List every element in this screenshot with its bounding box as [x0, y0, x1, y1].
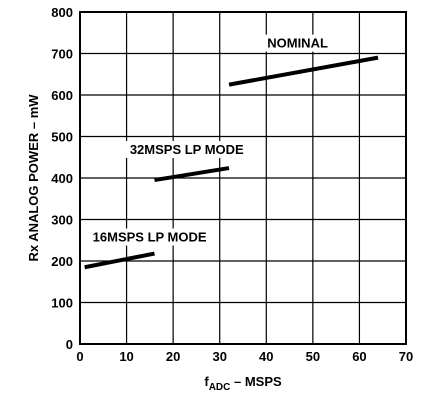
y-tick-label: 0 [66, 337, 73, 352]
x-tick-label: 70 [399, 349, 413, 364]
plot-frame [79, 11, 407, 345]
y-tick-label: 500 [51, 130, 73, 145]
x-axis-title-sub: ADC [209, 382, 231, 393]
series-label-nominal: NOMINAL [267, 36, 328, 51]
x-axis-title-main: f [204, 374, 209, 389]
x-axis-title-rest: – MSPS [230, 374, 282, 389]
x-tick-label: 30 [212, 349, 226, 364]
series-layer: NOMINAL 32MSPS LP MODE 16MSPS LP MODE [84, 34, 379, 270]
x-tick-label: 20 [166, 349, 180, 364]
series-label-bg [123, 141, 250, 159]
y-tick-label: 800 [51, 5, 73, 20]
y-tick-label: 200 [51, 254, 73, 269]
x-tick-label: 50 [306, 349, 320, 364]
y-axis-title: Rx ANALOG POWER – mW [26, 94, 41, 262]
series-label-bg [264, 34, 331, 52]
series-label-16msps-lp-mode: 16MSPS LP MODE [93, 230, 207, 245]
series-line-32msps-lp-mode [154, 166, 230, 183]
x-tick-label: 60 [352, 349, 366, 364]
x-axis-title: fADC – MSPS [204, 374, 282, 393]
y-tick-label: 400 [51, 171, 73, 186]
x-tick-label: 0 [76, 349, 83, 364]
x-tick-label: 10 [119, 349, 133, 364]
series-label-bg [89, 228, 217, 246]
series-label-32msps-lp-mode: 32MSPS LP MODE [130, 142, 244, 157]
series-line-nominal [228, 55, 379, 87]
grid [80, 12, 406, 344]
y-tick-label: 300 [51, 213, 73, 228]
y-tick-label: 600 [51, 88, 73, 103]
y-tick-label: 100 [51, 296, 73, 311]
series-line-16msps-lp-mode [84, 251, 155, 270]
x-tick-label: 40 [259, 349, 273, 364]
y-tick-label: 700 [51, 47, 73, 62]
